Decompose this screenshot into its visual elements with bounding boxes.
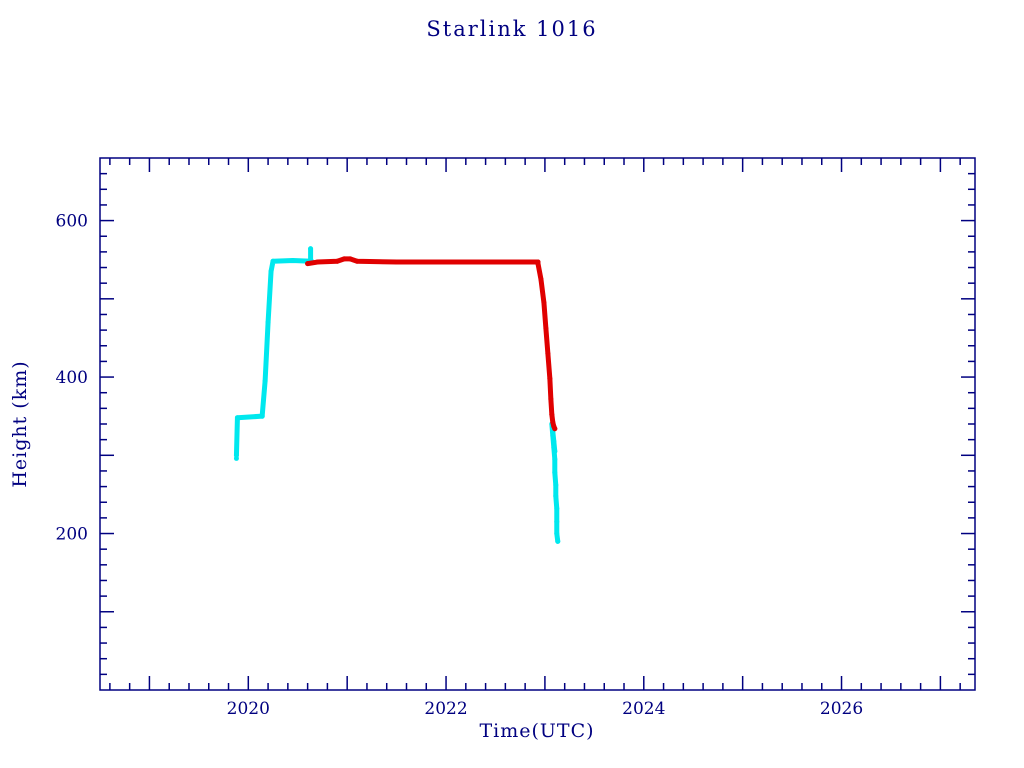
y-tick-label: 600	[56, 212, 88, 232]
x-tick-label: 2022	[424, 699, 467, 719]
tick-labels: 2020 2022 2024 2026 200 400 600	[56, 212, 864, 719]
plot-frame	[99, 157, 976, 691]
series-red	[305, 256, 558, 432]
axis-ticks	[100, 158, 975, 690]
y-tick-label: 400	[56, 368, 88, 388]
y-axis-label: Height (km)	[9, 360, 31, 488]
x-axis-label: Time(UTC)	[479, 720, 595, 742]
x-tick-label: 2020	[227, 699, 270, 719]
y-tick-label: 200	[56, 525, 88, 545]
x-tick-label: 2026	[820, 699, 863, 719]
series-cyan	[233, 246, 561, 544]
chart-title: Starlink 1016	[426, 17, 598, 41]
x-tick-label: 2024	[622, 699, 665, 719]
